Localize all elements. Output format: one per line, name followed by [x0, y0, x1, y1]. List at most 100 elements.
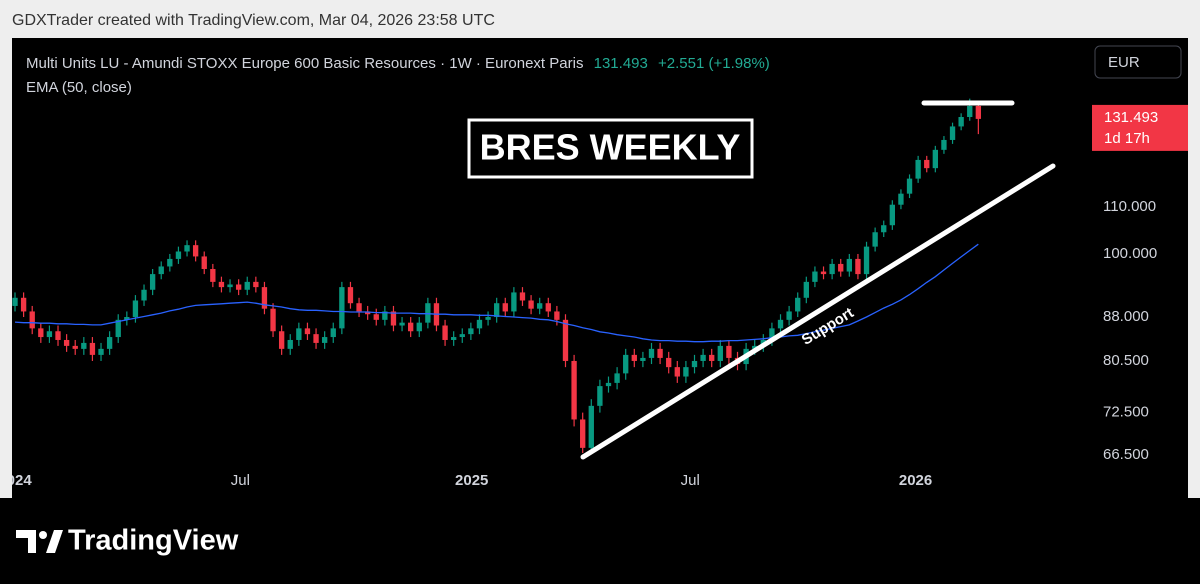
candle-body — [89, 342, 96, 355]
candle-body — [967, 105, 973, 118]
price-badge-bg — [1092, 104, 1188, 151]
price-badge-countdown: 1d 17h — [1104, 130, 1150, 147]
chart-panel — [12, 38, 1188, 498]
price-change: +2.551 (+1.98%) — [658, 55, 770, 72]
candle-body — [270, 308, 276, 332]
candle-body — [666, 357, 672, 368]
y-tick-label: 66.500 — [1103, 446, 1149, 463]
candle-body — [562, 319, 569, 361]
candle-body — [494, 303, 500, 318]
candle-body — [330, 328, 336, 338]
candle-body — [373, 314, 379, 320]
candle-body — [339, 287, 345, 329]
right-strip — [1188, 38, 1200, 498]
candle-body — [425, 303, 431, 323]
candle-body — [872, 232, 878, 247]
candle-body — [382, 311, 388, 320]
candle-body — [906, 178, 913, 194]
last-price: 131.493 — [594, 55, 648, 72]
candle-body — [356, 303, 362, 312]
candle-body — [623, 354, 629, 374]
candle-body — [158, 266, 164, 275]
candle-body — [683, 367, 689, 377]
candle-body — [975, 105, 982, 119]
y-tick-label: 80.500 — [1103, 352, 1149, 369]
candle-body — [459, 334, 465, 338]
candle-body — [192, 245, 199, 257]
candle-body — [657, 348, 663, 358]
candle-body — [631, 354, 637, 361]
top-strip — [0, 0, 1200, 38]
candle-body — [752, 345, 758, 349]
candle-body — [709, 354, 715, 361]
candle-body — [519, 292, 526, 301]
candle-body — [399, 322, 405, 326]
candle-body — [235, 284, 242, 290]
candle-body — [347, 287, 354, 304]
candle-body — [889, 204, 895, 226]
candle-body — [769, 328, 775, 340]
logo-mark — [16, 530, 36, 553]
left-strip — [0, 38, 12, 498]
candle-body — [167, 258, 173, 267]
candle-body — [149, 274, 156, 290]
candle-body — [132, 300, 139, 318]
candle-body — [313, 334, 319, 343]
candle-body — [941, 139, 947, 150]
candle-body — [364, 311, 371, 315]
candle-body — [115, 319, 121, 338]
candle-body — [915, 159, 921, 179]
candle-body — [29, 311, 35, 329]
candle-body — [124, 317, 130, 320]
candle-body — [38, 328, 44, 338]
candle-body — [227, 284, 233, 288]
candle-body — [795, 297, 801, 312]
candle-body — [881, 225, 887, 233]
price-badge: 131.493 1d 17h — [1092, 104, 1188, 151]
y-tick-label: 110.000 — [1103, 198, 1156, 215]
currency[interactable]: EUR — [1108, 54, 1140, 71]
candle-body — [261, 287, 268, 309]
candle-body — [803, 281, 809, 298]
candle-body — [201, 256, 207, 269]
ema-legend: EMA (50, close) — [26, 79, 132, 96]
candle-body — [476, 319, 483, 329]
symbol-name: Multi Units LU - Amundi STOXX Europe 600… — [26, 55, 583, 72]
candle-body — [63, 339, 70, 346]
candle-body — [81, 342, 87, 349]
candle-body — [253, 281, 259, 288]
x-tick-label: Jul — [231, 472, 250, 489]
currency-button[interactable] — [1094, 45, 1182, 79]
candle-body — [726, 345, 732, 358]
candle-body — [691, 360, 698, 368]
symbol-title: Multi Units LU - Amundi STOXX Europe 600… — [26, 55, 770, 72]
candle-body — [321, 337, 328, 343]
candle-body — [674, 367, 680, 377]
candle-body — [717, 345, 723, 361]
candle-body — [648, 348, 655, 358]
candle-body — [949, 126, 956, 140]
price-badge-value: 131.493 — [1104, 109, 1158, 126]
candle-body — [407, 322, 414, 332]
ema-line — [14, 243, 979, 343]
y-tick-label: 88.000 — [1103, 308, 1149, 325]
candle-body — [390, 311, 397, 326]
candle-body — [468, 328, 474, 335]
candle-body — [511, 292, 517, 312]
x-tick-label: 2024 — [0, 472, 32, 489]
y-tick-label: 100.000 — [1103, 245, 1157, 262]
candle-body — [846, 258, 852, 272]
candle-body — [442, 325, 448, 340]
candle-body — [72, 345, 78, 349]
candle-body — [218, 281, 225, 288]
candle-body — [184, 245, 190, 252]
candle-body — [416, 322, 422, 332]
title-box-text: BRES WEEKLY — [480, 127, 741, 168]
candle-body — [614, 373, 620, 383]
candle-body — [244, 281, 250, 290]
support-trendline — [580, 163, 1056, 460]
y-tick-label: 72.500 — [1103, 404, 1149, 421]
candle-body — [175, 251, 182, 259]
candle-body — [55, 331, 61, 340]
